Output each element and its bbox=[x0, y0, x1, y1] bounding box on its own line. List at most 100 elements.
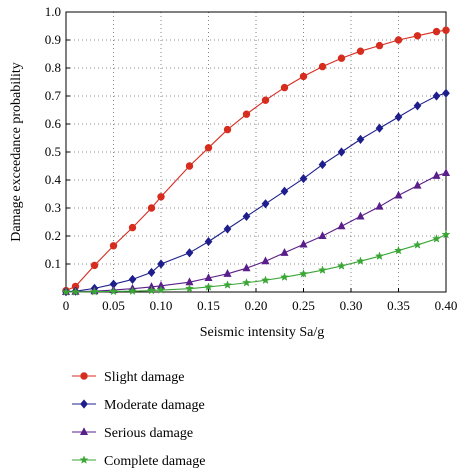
data-point bbox=[318, 62, 327, 71]
legend-label: Slight damage bbox=[104, 370, 185, 385]
x-tick-label: 0.10 bbox=[150, 298, 173, 313]
data-point bbox=[261, 96, 270, 104]
data-point bbox=[432, 91, 441, 101]
x-axis-label: Seismic intensity Sa/g bbox=[200, 325, 324, 340]
data-point bbox=[280, 248, 289, 256]
y-tick-label: 0.3 bbox=[45, 200, 61, 215]
x-tick-label: 0.35 bbox=[387, 298, 410, 313]
data-point bbox=[394, 190, 403, 199]
y-tick-label: 0.4 bbox=[45, 172, 62, 187]
x-tick-label: 0.40 bbox=[435, 298, 458, 313]
data-point bbox=[318, 160, 327, 170]
data-point bbox=[413, 240, 422, 249]
legend-entry: Slight damage bbox=[72, 370, 185, 385]
data-point bbox=[394, 112, 403, 122]
x-tick-label: 0.15 bbox=[197, 298, 220, 313]
data-point bbox=[318, 265, 327, 274]
data-point bbox=[261, 199, 270, 209]
data-point bbox=[61, 287, 71, 296]
data-point bbox=[337, 147, 346, 157]
data-point bbox=[280, 272, 289, 281]
legend-entry: Complete damage bbox=[72, 454, 205, 469]
data-point bbox=[204, 282, 213, 291]
data-point bbox=[128, 286, 137, 295]
data-point bbox=[441, 168, 451, 177]
legend-marker bbox=[80, 372, 88, 380]
data-point bbox=[442, 88, 450, 98]
legend-label: Serious damage bbox=[104, 426, 193, 441]
data-point bbox=[432, 171, 441, 179]
data-point bbox=[394, 245, 403, 255]
data-point bbox=[242, 211, 251, 221]
data-point bbox=[128, 223, 137, 232]
series-moderate-damage bbox=[62, 88, 450, 297]
data-point bbox=[375, 201, 384, 210]
legend-marker bbox=[80, 399, 88, 409]
data-point bbox=[242, 110, 251, 118]
axis-ticks: 0 0.05 0.10 0.15 0.20 0.25 0.30 0.35 0.40 0.1 0.2 0… bbox=[45, 4, 458, 313]
data-point bbox=[299, 269, 308, 278]
series-complete-damage bbox=[61, 229, 451, 296]
legend-marker bbox=[79, 427, 89, 436]
data-point bbox=[299, 239, 308, 248]
y-tick-label: 0.6 bbox=[45, 116, 62, 131]
data-point bbox=[337, 261, 346, 270]
data-point bbox=[413, 101, 422, 111]
x-tick-label: 0.20 bbox=[245, 298, 268, 313]
y-tick-label: 0.2 bbox=[45, 228, 61, 243]
data-point bbox=[356, 256, 365, 266]
data-point bbox=[157, 259, 165, 269]
x-tick-label: 0.05 bbox=[102, 298, 125, 313]
legend-marker bbox=[79, 455, 89, 464]
data-point bbox=[261, 275, 270, 285]
legend-entry: Serious damage bbox=[72, 426, 193, 441]
data-point bbox=[128, 274, 137, 284]
data-point bbox=[280, 83, 289, 92]
series-layer bbox=[61, 26, 451, 297]
data-point bbox=[157, 193, 165, 201]
data-point bbox=[299, 174, 308, 184]
data-point bbox=[147, 267, 156, 277]
data-point bbox=[223, 280, 232, 289]
data-point bbox=[204, 144, 213, 152]
series-line bbox=[65, 92, 447, 293]
series-line bbox=[65, 29, 447, 292]
data-point bbox=[90, 287, 99, 296]
legend-label: Moderate damage bbox=[104, 398, 205, 413]
data-point bbox=[413, 180, 422, 189]
data-point bbox=[109, 242, 118, 250]
data-point bbox=[261, 256, 270, 265]
y-tick-label: 0.7 bbox=[45, 88, 62, 103]
data-point bbox=[223, 224, 232, 234]
data-point bbox=[442, 26, 450, 34]
y-axis-label: Damage exceedance probability bbox=[9, 62, 24, 242]
series-line bbox=[66, 234, 447, 293]
data-point bbox=[223, 269, 232, 277]
data-point bbox=[318, 231, 327, 240]
data-point bbox=[375, 41, 384, 50]
data-point bbox=[337, 54, 346, 62]
data-point bbox=[242, 263, 251, 272]
data-point bbox=[223, 125, 232, 134]
data-point bbox=[432, 234, 441, 243]
data-point bbox=[375, 251, 384, 260]
y-tick-label: 1.0 bbox=[45, 4, 61, 19]
data-point bbox=[432, 27, 441, 36]
data-point bbox=[109, 286, 118, 296]
series-line bbox=[65, 172, 447, 293]
legend-entry: Moderate damage bbox=[72, 398, 205, 413]
data-point bbox=[147, 285, 156, 295]
data-point bbox=[185, 283, 194, 293]
legend: Slight damage Moderate damage Serious dama… bbox=[72, 370, 205, 469]
series-slight-damage bbox=[62, 26, 450, 295]
data-point bbox=[71, 287, 80, 296]
data-point bbox=[375, 123, 384, 133]
data-point bbox=[356, 47, 365, 55]
data-point bbox=[242, 278, 251, 287]
data-point bbox=[280, 186, 289, 196]
data-point bbox=[337, 221, 346, 230]
data-point bbox=[356, 211, 365, 220]
data-point bbox=[204, 237, 213, 247]
data-point bbox=[204, 273, 213, 282]
